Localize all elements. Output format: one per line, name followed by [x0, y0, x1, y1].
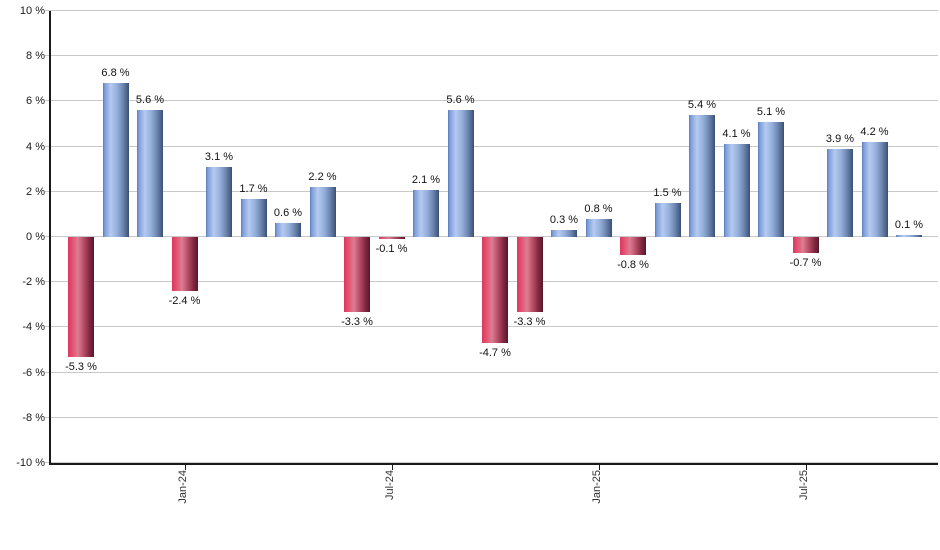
bar-oct-25 [896, 234, 922, 237]
bar-mar-25 [654, 203, 681, 237]
y-axis-tick-label: -4 % [22, 321, 45, 334]
x-axis-label-text: Jul-25 [797, 470, 810, 500]
x-axis-label-jul-25: Jul-25 [798, 470, 812, 512]
bar-value-label: 5.4 % [687, 98, 717, 111]
bar-value-label: 2.2 % [308, 171, 337, 184]
bar-value-label: 3.9 % [825, 132, 855, 145]
gridline-4 [45, 146, 938, 147]
gridline-6 [45, 100, 938, 101]
x-axis-label-jan-25: Jan-25 [591, 470, 605, 512]
y-axis-tick-label: -8 % [22, 411, 45, 424]
bar-apr-25 [689, 114, 715, 237]
x-axis-tick [391, 463, 393, 470]
bar-jul-25 [792, 237, 819, 253]
x-axis-line [49, 463, 938, 465]
bar-nov-24 [516, 237, 543, 312]
bar-value-label: 5.1 % [756, 105, 786, 118]
bar-oct-24 [482, 237, 508, 344]
bar-aug-25 [827, 148, 853, 237]
gridline-10 [45, 10, 938, 11]
y-axis-tick-label: 8 % [26, 50, 45, 63]
x-axis-label-jan-24: Jan-24 [177, 470, 191, 512]
bar-value-label: -4.7 % [479, 347, 511, 360]
gridline-8 [45, 55, 938, 56]
bar-dec-24 [551, 230, 577, 237]
gridline--6 [45, 372, 938, 373]
bar-value-label: -3.3 % [513, 315, 546, 328]
gridline--10 [45, 462, 938, 463]
bar-oct-23 [68, 237, 94, 357]
bar-value-label: -0.1 % [375, 243, 408, 256]
gridline-2 [45, 191, 938, 192]
y-axis-tick-label: 6 % [26, 95, 45, 108]
bar-value-label: 2.1 % [411, 173, 441, 186]
y-axis-tick-label: 4 % [26, 140, 45, 153]
bar-value-label: 0.6 % [273, 207, 303, 220]
bar-sep-24 [447, 110, 474, 237]
bar-value-label: 1.5 % [653, 187, 682, 200]
bar-may-24 [309, 187, 336, 237]
bar-aug-24 [413, 189, 439, 237]
x-axis-label-jul-24: Jul-24 [384, 470, 398, 512]
bar-sep-25 [861, 142, 888, 237]
bar-value-label: 5.6 % [135, 94, 165, 107]
bar-jun-24 [344, 237, 370, 312]
bar-apr-24 [275, 223, 301, 237]
gridline--8 [45, 417, 938, 418]
x-axis-label-text: Jan-25 [590, 470, 603, 504]
x-axis-tick [598, 463, 600, 470]
y-axis-tick-label: 2 % [26, 185, 45, 198]
bar-value-label: 6.8 % [101, 67, 130, 80]
bar-value-label: 0.1 % [894, 218, 924, 231]
y-axis-tick-label: -10 % [16, 457, 45, 469]
bar-mar-24 [240, 198, 267, 237]
bar-jan-24 [171, 237, 198, 292]
bar-value-label: -0.7 % [789, 256, 822, 269]
gridline-0 [45, 236, 938, 237]
y-axis-line [49, 11, 51, 463]
bar-value-label: 4.1 % [722, 128, 751, 141]
bar-value-label: 4.2 % [860, 126, 889, 139]
bar-value-label: 0.8 % [584, 202, 613, 215]
bar-value-label: 5.6 % [446, 94, 475, 107]
bar-value-label: -0.8 % [617, 259, 649, 272]
bar-value-label: -3.3 % [341, 315, 373, 328]
bar-value-label: 3.1 % [204, 150, 234, 163]
bar-dec-23 [137, 110, 163, 237]
bar-value-label: 0.3 % [549, 214, 579, 227]
bar-nov-23 [102, 83, 129, 237]
bar-feb-24 [206, 166, 232, 237]
bar-feb-25 [620, 237, 646, 256]
y-axis-tick-label: -6 % [22, 366, 45, 379]
bar-jun-25 [758, 121, 784, 237]
y-axis-tick-label: 10 % [19, 5, 45, 17]
x-axis-tick [805, 463, 807, 470]
bar-value-label: -5.3 % [65, 360, 97, 373]
bar-may-25 [723, 144, 750, 237]
y-axis-tick-label: -2 % [22, 276, 45, 289]
bar-jul-24 [378, 237, 405, 240]
x-axis-label-text: Jan-24 [176, 470, 189, 504]
x-axis-label-text: Jul-24 [383, 470, 396, 500]
y-axis-tick-label: 0 % [26, 231, 45, 243]
bar-jan-25 [585, 218, 612, 237]
bar-value-label: 1.7 % [239, 182, 268, 195]
bar-value-label: -2.4 % [168, 295, 201, 308]
x-axis-tick [184, 463, 186, 470]
